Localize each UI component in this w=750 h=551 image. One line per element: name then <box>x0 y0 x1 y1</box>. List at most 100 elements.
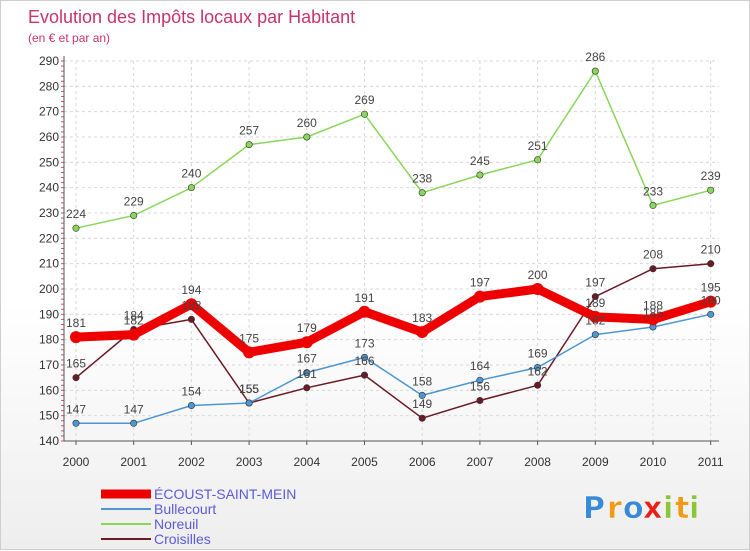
data-point <box>130 212 138 220</box>
data-point <box>649 201 657 209</box>
data-point <box>303 369 311 377</box>
data-point <box>647 313 659 326</box>
series-line <box>71 284 716 357</box>
legend-entry: Croisilles <box>154 531 211 547</box>
logo-letter: i <box>663 491 673 526</box>
y-tick-label: 160 <box>39 383 59 397</box>
y-tick-label: 250 <box>39 155 59 169</box>
data-point <box>358 305 371 318</box>
x-tick-label: 2000 <box>63 455 90 469</box>
data-label: 156 <box>470 379 490 393</box>
x-tick-label: 2010 <box>640 455 667 469</box>
data-label: 238 <box>412 172 432 186</box>
data-label: 208 <box>643 248 663 262</box>
data-label: 173 <box>354 336 374 350</box>
data-point <box>70 331 82 344</box>
logo-letter: P <box>583 491 605 526</box>
data-point <box>245 141 253 149</box>
data-point <box>531 283 544 295</box>
y-tick-label: 180 <box>39 333 59 347</box>
data-label: 185 <box>643 306 663 320</box>
data-label: 167 <box>297 352 317 366</box>
series-noreuil <box>72 67 715 232</box>
x-tick-label: 2005 <box>351 455 378 469</box>
data-label: 229 <box>124 195 144 209</box>
data-label: 251 <box>528 139 548 153</box>
data-point <box>127 328 140 341</box>
data-label: 210 <box>701 243 721 257</box>
data-label: 161 <box>297 367 317 381</box>
data-label: 179 <box>297 321 317 335</box>
data-label: 149 <box>412 397 432 411</box>
legend-entry: Noreuil <box>154 516 198 532</box>
legend: ÉCOUST-SAINT-MEINBullecourtNoreuilCroisi… <box>101 486 296 547</box>
data-point <box>534 364 542 372</box>
y-tick-label: 190 <box>39 307 59 321</box>
y-tick-label: 240 <box>39 181 59 195</box>
logo-letter: x <box>643 491 662 526</box>
data-point <box>72 419 80 427</box>
data-point <box>476 171 484 179</box>
series-line <box>75 262 712 419</box>
logo-letter: o <box>623 491 644 526</box>
data-label: 147 <box>124 402 144 416</box>
y-tick-label: 280 <box>39 79 59 93</box>
data-label: 197 <box>470 276 490 290</box>
data-point <box>589 310 602 323</box>
data-label: 257 <box>239 124 259 138</box>
data-point <box>187 402 195 410</box>
y-tick-label: 220 <box>39 231 59 245</box>
legend-entry: ÉCOUST-SAINT-MEIN <box>154 486 296 502</box>
data-point <box>591 293 599 301</box>
data-label: 181 <box>66 316 86 330</box>
data-label: 200 <box>528 268 548 282</box>
y-tick-label: 170 <box>39 358 59 372</box>
data-label: 197 <box>585 276 605 290</box>
y-tick-label: 260 <box>39 130 59 144</box>
y-tick-label: 230 <box>39 206 59 220</box>
data-point <box>187 184 195 192</box>
series-line <box>75 70 712 229</box>
data-label: 195 <box>701 281 721 295</box>
x-tick-label: 2001 <box>120 455 147 469</box>
y-tick-label: 140 <box>39 434 59 448</box>
data-point <box>476 396 484 404</box>
x-tick-label: 2002 <box>178 455 205 469</box>
y-tick-label: 200 <box>39 282 59 296</box>
series-line <box>75 313 712 425</box>
logo-letter: i <box>689 491 699 526</box>
series-croisilles <box>72 260 715 422</box>
data-label: 175 <box>239 331 259 345</box>
data-label: 245 <box>470 154 490 168</box>
x-tick-label: 2007 <box>467 455 494 469</box>
data-label: 155 <box>239 382 259 396</box>
data-point <box>418 189 426 197</box>
series-layer <box>70 67 717 427</box>
data-point <box>72 374 80 382</box>
data-point <box>416 326 429 339</box>
data-label: 260 <box>297 116 317 130</box>
data-label: 224 <box>66 207 86 221</box>
data-point <box>245 399 253 407</box>
data-point <box>707 186 715 194</box>
x-tick-label: 2006 <box>409 455 436 469</box>
data-point <box>72 224 80 232</box>
legend-entry: Bullecourt <box>154 501 216 517</box>
x-tick-label: 2004 <box>293 455 320 469</box>
logo-letter: r <box>607 491 622 526</box>
data-point <box>185 298 198 311</box>
data-point <box>303 384 311 392</box>
x-tick-label: 2009 <box>582 455 609 469</box>
data-label: 182 <box>585 314 605 328</box>
data-point <box>707 310 715 318</box>
series-bullecourt <box>72 310 715 427</box>
axis-layer: 140 150 160 170 180 190 200 210 220 230 240 250 260 2… <box>39 54 724 469</box>
data-label: 269 <box>354 93 374 107</box>
data-point <box>187 315 195 323</box>
data-point <box>303 133 311 141</box>
data-label: 191 <box>354 291 374 305</box>
